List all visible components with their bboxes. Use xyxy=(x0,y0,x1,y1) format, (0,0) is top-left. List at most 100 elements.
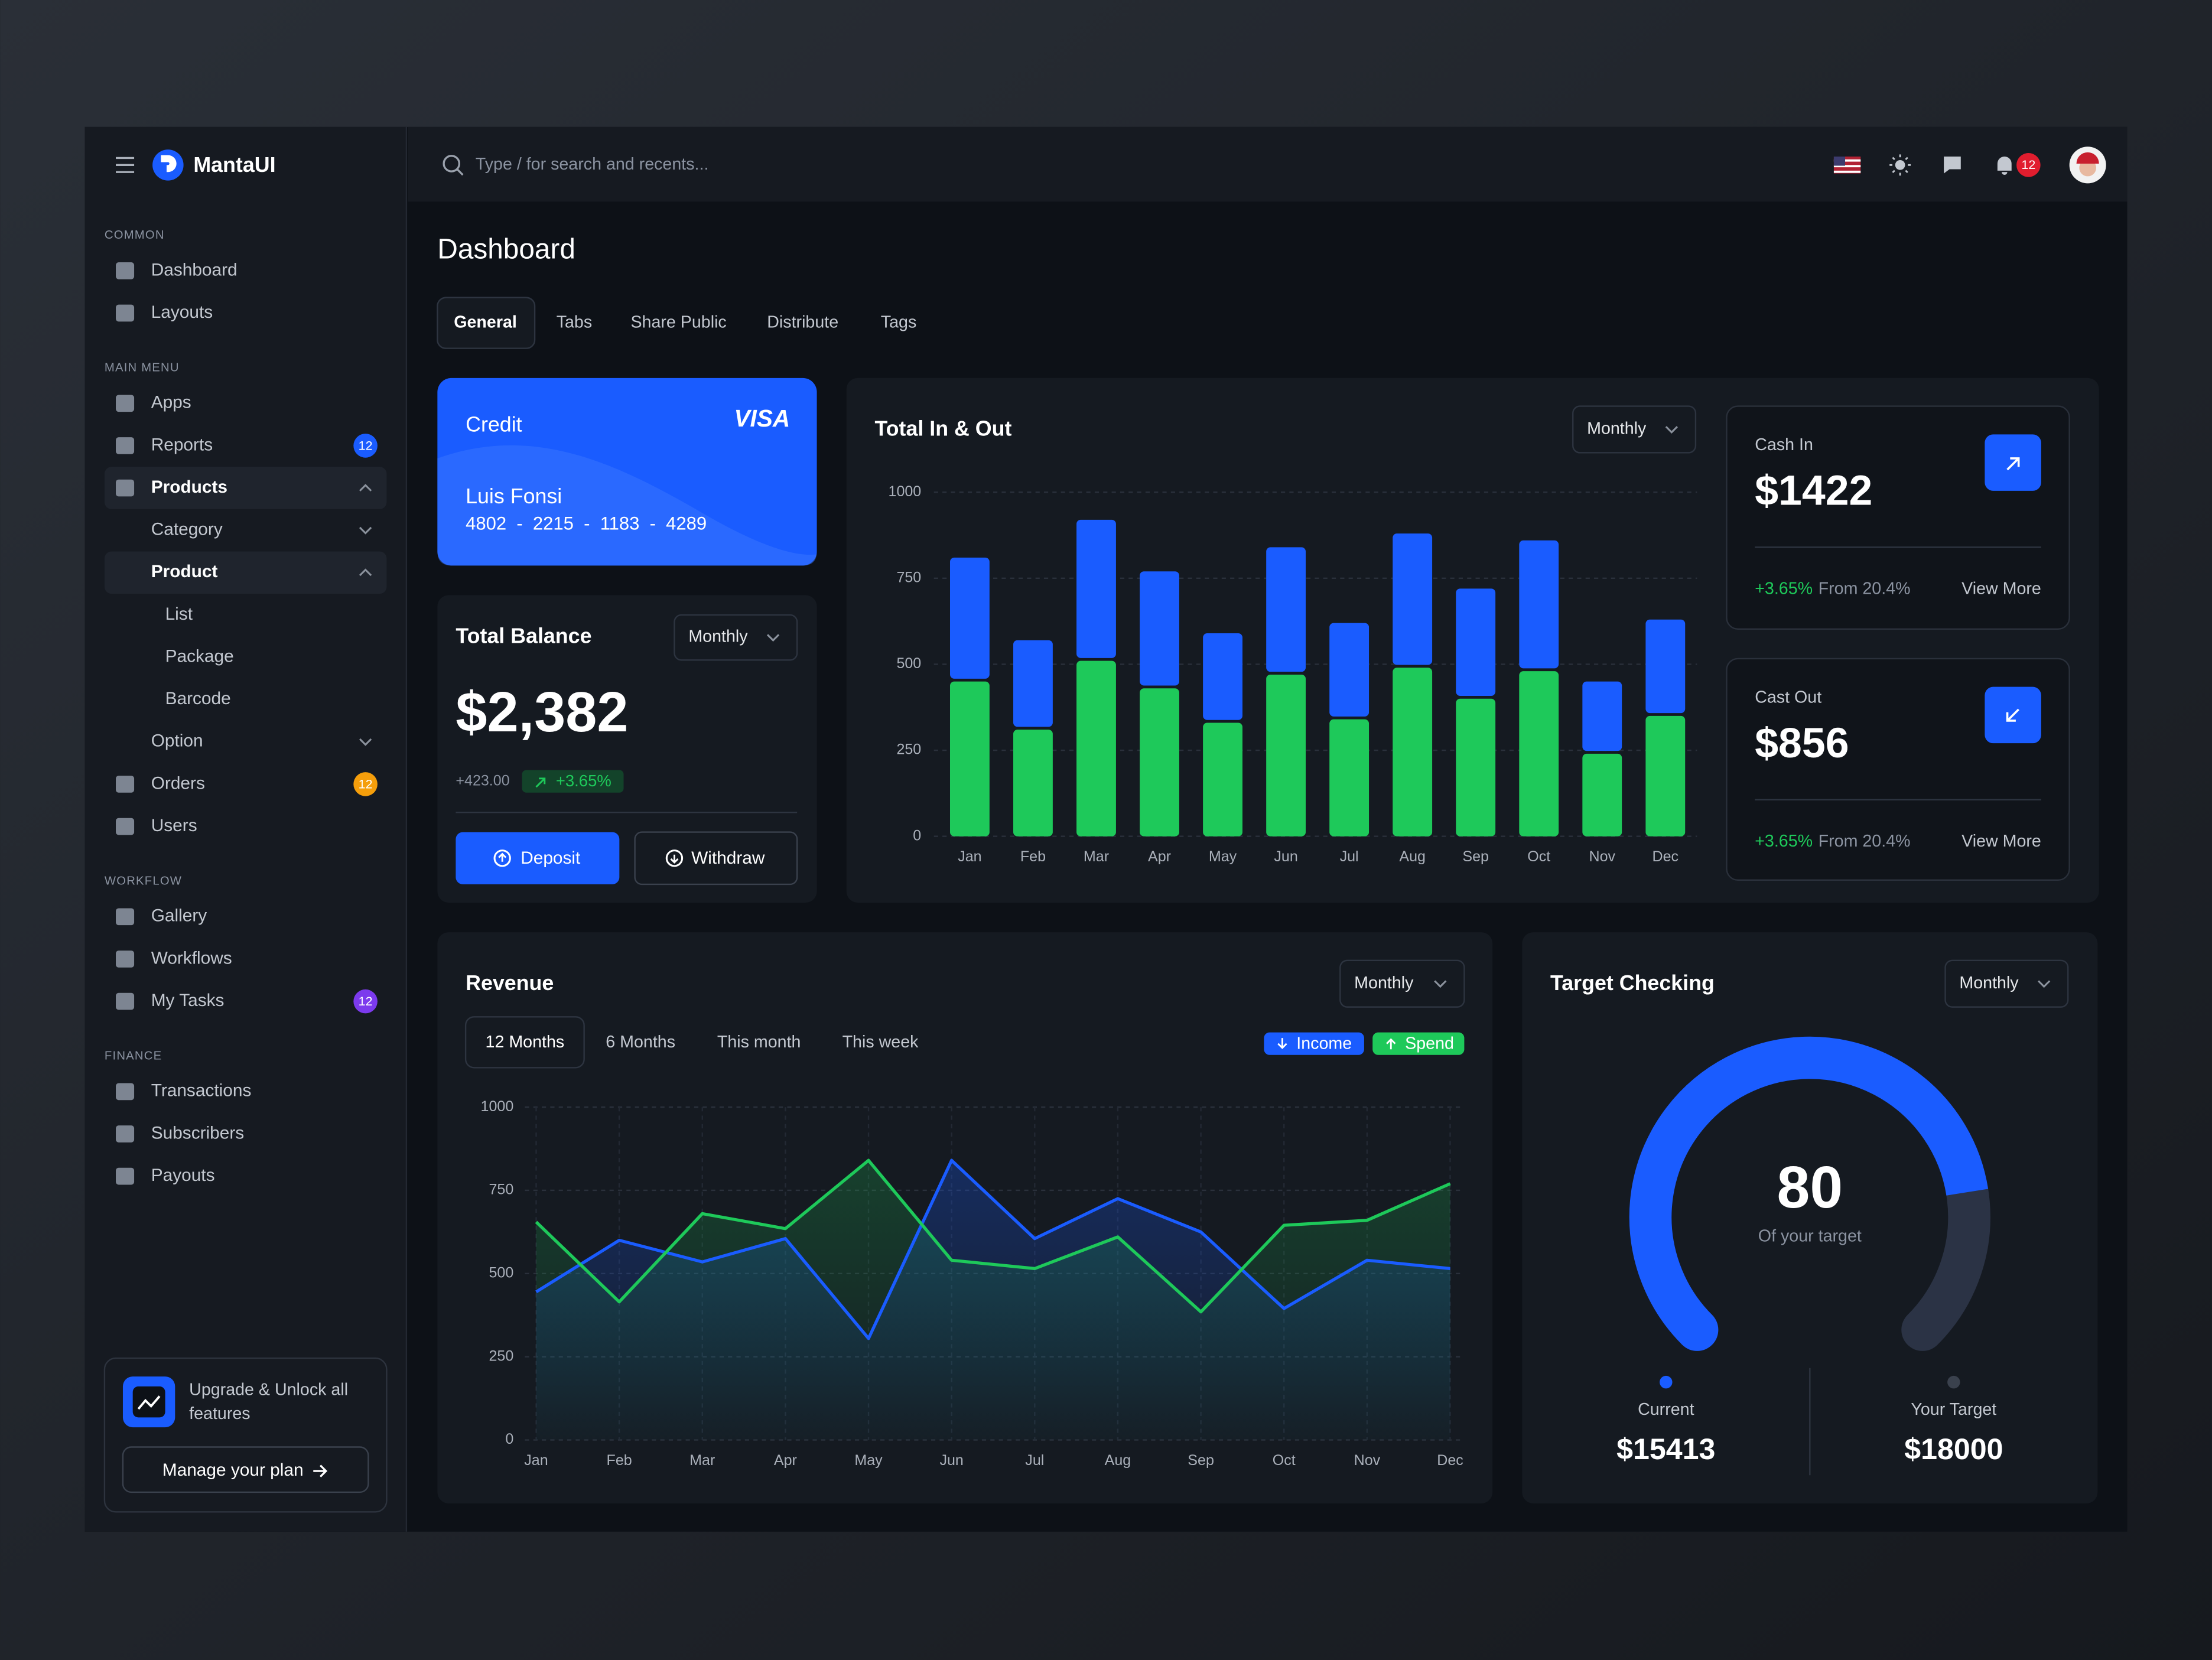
menu-item[interactable]: Orders xyxy=(151,773,205,793)
chevron-down xyxy=(1434,980,1447,988)
menu-icon xyxy=(116,992,135,1010)
chart-title: Revenue xyxy=(466,971,554,995)
x-tick-label: Apr xyxy=(1148,848,1171,865)
theme-icon[interactable] xyxy=(1895,160,1905,170)
menu-item[interactable]: Layouts xyxy=(151,302,213,322)
bar xyxy=(1582,753,1622,836)
upgrade-box xyxy=(103,1357,388,1513)
bar xyxy=(1645,715,1686,836)
dropdown-label[interactable]: Monthly xyxy=(1587,419,1647,438)
legend-label: Income xyxy=(1296,1034,1352,1053)
button-label[interactable]: Deposit xyxy=(521,848,581,868)
line xyxy=(535,1158,1451,1314)
x-tick-label: Feb xyxy=(607,1452,632,1469)
menu-icon xyxy=(116,437,135,454)
page-title: Dashboard xyxy=(437,234,575,265)
bell-icon[interactable] xyxy=(1997,157,2012,175)
menu-item[interactable]: Reports xyxy=(151,435,213,454)
plan-button-label[interactable]: Manage your plan xyxy=(162,1460,304,1480)
dropdown[interactable] xyxy=(1944,959,2069,1008)
tab[interactable]: Share Public xyxy=(630,313,726,331)
stat-value: $15413 xyxy=(1616,1433,1715,1466)
flag-stripe xyxy=(1833,170,1861,173)
active-row xyxy=(104,551,387,594)
bar xyxy=(1140,688,1179,836)
menu-item[interactable]: My Tasks xyxy=(151,991,225,1010)
dropdown[interactable] xyxy=(674,614,798,661)
menu-icon xyxy=(116,395,135,412)
stat-label: Current xyxy=(1638,1400,1694,1419)
x-tick-label: Oct xyxy=(1273,1452,1296,1469)
button-icon xyxy=(665,849,684,867)
menu-item[interactable]: Products xyxy=(151,477,227,497)
menu-item[interactable]: Users xyxy=(151,816,197,835)
balance-amount: $2,382 xyxy=(456,681,628,744)
bar xyxy=(1456,588,1496,696)
menu-item[interactable]: Workflows xyxy=(151,948,232,968)
dropdown-label[interactable]: Monthly xyxy=(1959,974,2019,992)
search-input[interactable]: Type / for search and recents... xyxy=(476,155,709,174)
brand: MantaUI xyxy=(193,153,275,177)
menu-item[interactable]: Option xyxy=(151,731,203,751)
menu-item[interactable]: Gallery xyxy=(151,906,207,926)
menu-item[interactable]: List xyxy=(165,604,193,624)
button-icon xyxy=(670,854,679,864)
chevron-down xyxy=(359,738,372,746)
plan-button[interactable] xyxy=(122,1446,369,1493)
gauge-value xyxy=(1629,1036,1989,1345)
x-tick-label: Aug xyxy=(1399,848,1426,865)
tab[interactable]: 12 Months xyxy=(486,1033,565,1052)
card-brand: VISA xyxy=(734,405,790,432)
legend-arrow xyxy=(1277,1038,1287,1049)
bar xyxy=(1266,547,1306,672)
y-tick-label: 1000 xyxy=(481,1098,514,1115)
badge xyxy=(353,434,378,458)
tab[interactable]: 6 Months xyxy=(606,1033,675,1052)
bar xyxy=(1076,519,1116,658)
view-more[interactable]: View More xyxy=(1961,580,2041,598)
tab[interactable]: This month xyxy=(717,1033,801,1052)
theme-ray xyxy=(1905,157,1908,161)
menu-item[interactable]: Package xyxy=(165,646,234,666)
withdraw-button[interactable] xyxy=(634,831,798,886)
bar xyxy=(1329,719,1370,836)
notification-badge xyxy=(2016,153,2041,177)
card-holder: Luis Fonsi xyxy=(466,484,562,508)
menu-icon xyxy=(116,951,135,968)
section-title: WORKFLOW xyxy=(105,875,182,888)
line xyxy=(535,1158,1450,1340)
tab[interactable]: General xyxy=(454,313,517,331)
tab[interactable]: Tabs xyxy=(557,313,592,331)
section-title: COMMON xyxy=(105,229,165,242)
dropdown-label[interactable]: Monthly xyxy=(1354,974,1414,992)
deposit-button[interactable] xyxy=(456,832,620,884)
menu-icon xyxy=(116,1083,135,1101)
menu-item[interactable]: Product xyxy=(151,562,218,581)
gauge-caption: Of your target xyxy=(1758,1226,1862,1245)
card-amount: $856 xyxy=(1755,720,1849,767)
dropdown-label[interactable]: Monthly xyxy=(688,627,748,646)
tab[interactable]: This week xyxy=(842,1033,919,1052)
bar xyxy=(1519,671,1559,836)
menu-item[interactable]: Payouts xyxy=(151,1166,215,1185)
menu-item[interactable]: Subscribers xyxy=(151,1123,245,1143)
menu-item[interactable]: Barcode xyxy=(165,689,231,708)
theme-ray xyxy=(1905,170,1908,174)
button-label[interactable]: Withdraw xyxy=(691,848,765,868)
dropdown[interactable] xyxy=(1339,959,1465,1008)
menu-item[interactable]: Category xyxy=(151,520,223,539)
search-icon xyxy=(456,168,464,176)
dropdown[interactable] xyxy=(1572,405,1697,454)
menu-item[interactable]: Dashboard xyxy=(151,260,238,279)
view-more[interactable]: View More xyxy=(1961,832,2041,851)
menu-item[interactable]: Transactions xyxy=(151,1081,252,1101)
chevron-up xyxy=(359,484,372,492)
menu-icon xyxy=(116,776,135,793)
chevron-down xyxy=(2037,980,2051,988)
tab[interactable]: Tags xyxy=(881,313,916,331)
change: +3.65% xyxy=(1755,832,1813,851)
menu-item[interactable]: Apps xyxy=(151,393,191,412)
tab[interactable]: Distribute xyxy=(767,313,838,331)
bar xyxy=(1582,681,1622,751)
bar xyxy=(949,681,990,836)
